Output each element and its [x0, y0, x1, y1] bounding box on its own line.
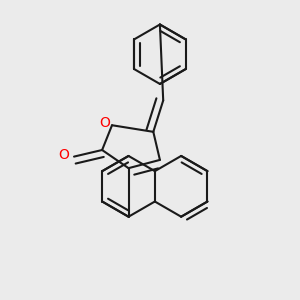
Text: O: O — [58, 148, 69, 162]
Text: O: O — [99, 116, 110, 130]
